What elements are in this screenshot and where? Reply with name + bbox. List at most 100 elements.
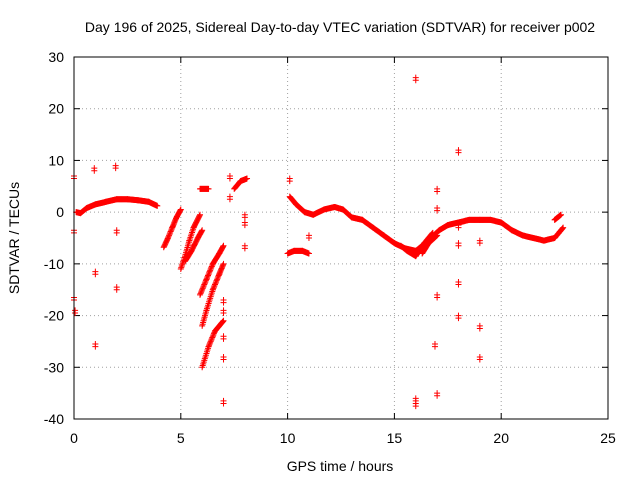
data-point xyxy=(205,271,212,278)
data-point xyxy=(559,225,566,232)
data-point xyxy=(202,278,209,285)
data-point xyxy=(220,242,227,249)
chart-title: Day 196 of 2025, Sidereal Day-to-day VTE… xyxy=(85,19,595,35)
data-point xyxy=(220,297,227,304)
data-point xyxy=(215,273,222,280)
data-point xyxy=(241,219,248,226)
data-point xyxy=(428,231,435,238)
data-point xyxy=(226,172,233,179)
data-point xyxy=(212,280,219,287)
data-point xyxy=(208,264,215,271)
data-point xyxy=(220,317,227,324)
data-point xyxy=(219,318,226,325)
y-tick-label: 20 xyxy=(48,101,64,117)
data-point xyxy=(209,334,216,341)
data-point xyxy=(476,237,483,244)
data-point xyxy=(209,333,216,340)
data-point xyxy=(211,282,218,289)
data-point xyxy=(209,286,216,293)
data-point xyxy=(202,277,209,284)
data-point xyxy=(213,278,220,285)
data-point xyxy=(208,337,215,344)
data-point xyxy=(207,339,214,346)
data-point xyxy=(208,263,215,270)
data-point xyxy=(197,291,204,298)
y-axis-label: SDTVAR / TECUs xyxy=(6,182,22,294)
data-point xyxy=(476,322,483,329)
data-point xyxy=(164,235,171,241)
data-point xyxy=(412,400,419,407)
data-point xyxy=(431,341,438,348)
data-point xyxy=(434,185,441,192)
data-point xyxy=(220,260,227,267)
data-point xyxy=(560,224,567,231)
data-point xyxy=(112,162,119,169)
x-tick-label: 0 xyxy=(70,430,78,446)
y-tick-label: -40 xyxy=(44,411,64,427)
data-point xyxy=(305,232,312,239)
data-point xyxy=(203,276,210,283)
y-tick-label: -10 xyxy=(44,256,64,272)
data-point xyxy=(199,227,206,234)
data-point xyxy=(197,290,204,297)
data-point xyxy=(220,353,227,360)
data-point xyxy=(167,228,174,235)
data-point xyxy=(205,185,212,192)
data-point xyxy=(241,242,248,249)
data-point xyxy=(559,225,566,232)
data-point xyxy=(166,231,173,238)
data-point xyxy=(434,291,441,298)
data-point xyxy=(226,193,233,200)
data-point xyxy=(91,165,98,172)
data-point xyxy=(201,280,208,287)
data-point xyxy=(476,353,483,360)
data-point xyxy=(207,338,214,345)
x-tick-label: 20 xyxy=(493,430,509,446)
data-point xyxy=(197,211,204,218)
data-point xyxy=(455,147,462,154)
data-point xyxy=(220,397,227,404)
x-tick-label: 15 xyxy=(387,430,403,446)
data-point xyxy=(286,175,293,182)
x-tick-label: 10 xyxy=(280,430,296,446)
data-point xyxy=(201,281,208,288)
data-point xyxy=(455,222,462,229)
data-point xyxy=(205,272,212,279)
tick-labels: 0 5 10 15 20 25 -40 -30 -20 -10 0 10 20 30 xyxy=(44,49,616,446)
data-point xyxy=(214,276,221,283)
data-point xyxy=(210,331,217,338)
data-point xyxy=(558,211,565,218)
y-tick-label: -30 xyxy=(44,359,64,375)
data-point xyxy=(204,273,211,280)
data-point xyxy=(455,278,462,285)
data-point xyxy=(113,227,120,234)
data-point xyxy=(113,284,120,291)
data-point xyxy=(92,268,99,275)
data-point xyxy=(165,233,172,240)
data-point xyxy=(199,286,206,293)
data-point xyxy=(455,312,462,319)
y-tick-label: 0 xyxy=(56,204,64,220)
data-point xyxy=(429,229,436,236)
data-point xyxy=(434,390,441,397)
data-point xyxy=(177,206,184,213)
data-point xyxy=(203,275,210,282)
data-point xyxy=(207,266,214,273)
x-tick-label: 25 xyxy=(600,430,616,446)
x-tick-label: 5 xyxy=(177,430,185,446)
data-point xyxy=(166,232,173,239)
data-point xyxy=(455,240,462,247)
data-point xyxy=(210,285,217,292)
data-point xyxy=(244,175,251,182)
data-point xyxy=(205,343,212,350)
x-axis-label: GPS time / hours xyxy=(287,458,394,474)
data-point xyxy=(305,250,312,257)
data-point xyxy=(206,341,213,348)
data-point xyxy=(198,289,205,296)
data-point xyxy=(434,205,441,212)
data-point xyxy=(434,232,441,239)
y-tick-label: 30 xyxy=(48,49,64,65)
data-point xyxy=(220,318,227,325)
data-point xyxy=(210,330,217,337)
